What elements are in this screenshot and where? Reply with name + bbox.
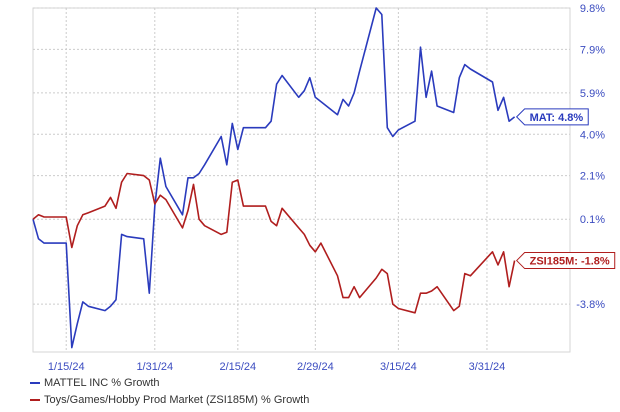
y-tick-label: -3.8% [576, 299, 605, 311]
legend-swatch-mattel [30, 382, 40, 385]
series-end-label-box [515, 252, 616, 270]
chart-grid [32, 7, 571, 353]
y-axis: 9.8% 7.9% 5.9% 4.0% 2.1% 0.1% -3.8% [576, 3, 605, 311]
y-tick-label: 9.8% [580, 3, 605, 15]
series-end-label-0: MAT: 4.8% [515, 108, 589, 126]
y-tick-label: 0.1% [580, 214, 605, 226]
y-tick-label: 7.9% [580, 44, 605, 56]
series-end-label-text: ZSI185M: -1.8% [530, 256, 610, 268]
x-tick-label: 2/29/24 [297, 361, 334, 373]
y-tick-label: 4.0% [580, 129, 605, 141]
y-tick-label: 5.9% [580, 88, 605, 100]
series-line-0 [32, 7, 516, 349]
x-axis: 1/15/24 1/31/24 2/15/24 2/29/24 3/15/24 3/31/… [48, 361, 505, 373]
x-tick-label: 3/31/24 [469, 361, 506, 373]
legend-label-mattel: MATTEL INC % Growth [44, 377, 160, 389]
y-tick-label: 2.1% [580, 171, 605, 183]
legend-swatch-zsi185m [30, 399, 40, 402]
x-tick-label: 2/15/24 [219, 361, 256, 373]
series-end-labels: MAT: 4.8% ZSI185M: -1.8% [515, 108, 616, 270]
series-lines [32, 7, 516, 349]
series-end-label-box [515, 108, 589, 126]
x-tick-label: 1/15/24 [48, 361, 85, 373]
x-tick-label: 3/15/24 [380, 361, 417, 373]
plot-frame [32, 7, 571, 353]
legend-item-mattel: MATTEL INC % Growth [30, 377, 160, 389]
series-end-label-text: MAT: 4.8% [530, 112, 584, 124]
legend-item-zsi185m: Toys/Games/Hobby Prod Market (ZSI185M) %… [30, 394, 309, 406]
legend-label-zsi185m: Toys/Games/Hobby Prod Market (ZSI185M) %… [44, 394, 310, 406]
x-tick-label: 1/31/24 [136, 361, 173, 373]
series-end-label-1: ZSI185M: -1.8% [515, 252, 616, 270]
series-line-1 [32, 172, 516, 314]
